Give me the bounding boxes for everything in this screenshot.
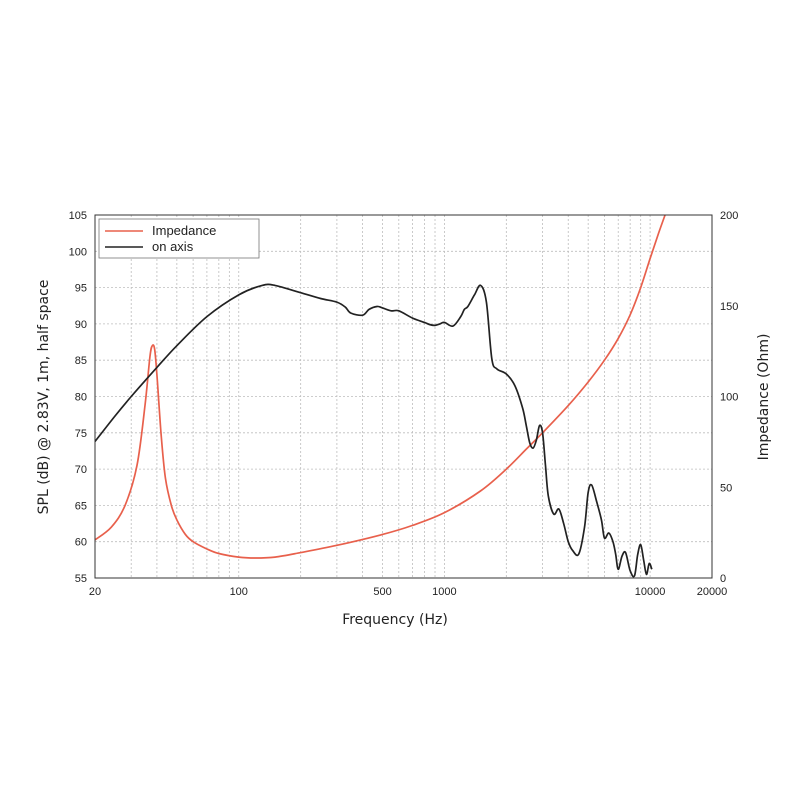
x-tick-label: 20 — [89, 586, 101, 598]
plot-frame — [94, 214, 713, 579]
y-tick-label: 105 — [69, 210, 87, 222]
y-tick-label: 65 — [75, 500, 87, 512]
legend-label-impedance: Impedance — [152, 223, 216, 238]
series-line-on-axis — [95, 283, 653, 578]
x-tick-label: 1000 — [432, 586, 456, 598]
y-tick-label: 100 — [69, 246, 87, 258]
y2-tick-label: 50 — [720, 482, 732, 494]
legend: Impedance on axis — [98, 218, 260, 259]
plot-area — [95, 215, 666, 578]
series-line-impedance — [95, 215, 666, 559]
legend-label-on-axis: on axis — [152, 239, 194, 254]
y2-tick-label: 200 — [720, 210, 738, 222]
y2-tick-label: 0 — [720, 573, 726, 585]
y2-tick-label: 150 — [720, 301, 738, 313]
y-tick-label: 75 — [75, 428, 87, 440]
grid — [95, 215, 712, 578]
tick-labels: 55 60 65 70 75 80 85 90 95 100 105 0 50 100 150 200 20 10… — [69, 210, 739, 598]
y2-axis-label: Impedance (Ohm) — [756, 334, 772, 461]
x-tick-label: 20000 — [697, 586, 728, 598]
y-tick-label: 55 — [75, 573, 87, 585]
x-tick-label: 100 — [230, 586, 248, 598]
y2-tick-label: 100 — [720, 392, 738, 404]
y-tick-label: 90 — [75, 319, 87, 331]
y-tick-label: 70 — [75, 464, 87, 476]
legend-box — [98, 218, 260, 259]
y-tick-label: 85 — [75, 355, 87, 367]
x-tick-label: 500 — [373, 586, 391, 598]
x-axis-label: Frequency (Hz) — [342, 612, 448, 628]
x-tick-label: 10000 — [635, 586, 666, 598]
y-tick-label: 60 — [75, 537, 87, 549]
y-tick-label: 95 — [75, 283, 87, 295]
y-axis-label: SPL (dB) @ 2.83V, 1m, half space — [36, 280, 52, 515]
y-tick-label: 80 — [75, 392, 87, 404]
